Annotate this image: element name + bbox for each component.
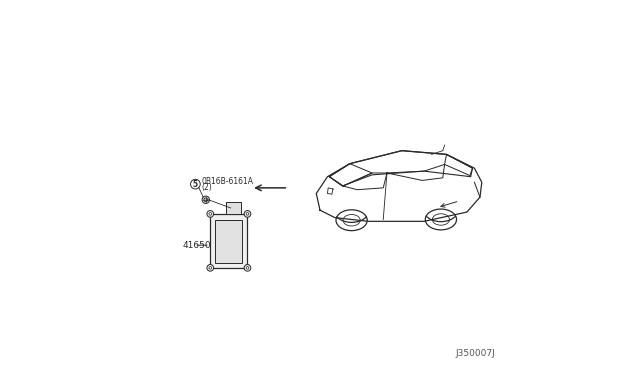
Bar — [211, 214, 248, 268]
Text: J350007J: J350007J — [456, 349, 495, 358]
Circle shape — [244, 211, 251, 217]
Text: 5: 5 — [193, 180, 198, 189]
Bar — [216, 220, 243, 263]
Circle shape — [207, 211, 214, 217]
Ellipse shape — [425, 209, 456, 230]
Circle shape — [204, 198, 207, 202]
Circle shape — [209, 213, 212, 215]
Text: 41650: 41650 — [182, 241, 211, 250]
Circle shape — [246, 266, 249, 269]
Circle shape — [246, 213, 249, 215]
Text: (2): (2) — [202, 183, 212, 192]
Circle shape — [207, 264, 214, 271]
Circle shape — [209, 266, 212, 269]
Ellipse shape — [343, 215, 360, 226]
Text: 0B16B-6161A: 0B16B-6161A — [202, 177, 253, 186]
Bar — [227, 202, 241, 214]
Circle shape — [191, 179, 200, 189]
Ellipse shape — [336, 210, 367, 231]
Ellipse shape — [432, 214, 449, 225]
Circle shape — [202, 196, 209, 203]
Circle shape — [244, 264, 251, 271]
